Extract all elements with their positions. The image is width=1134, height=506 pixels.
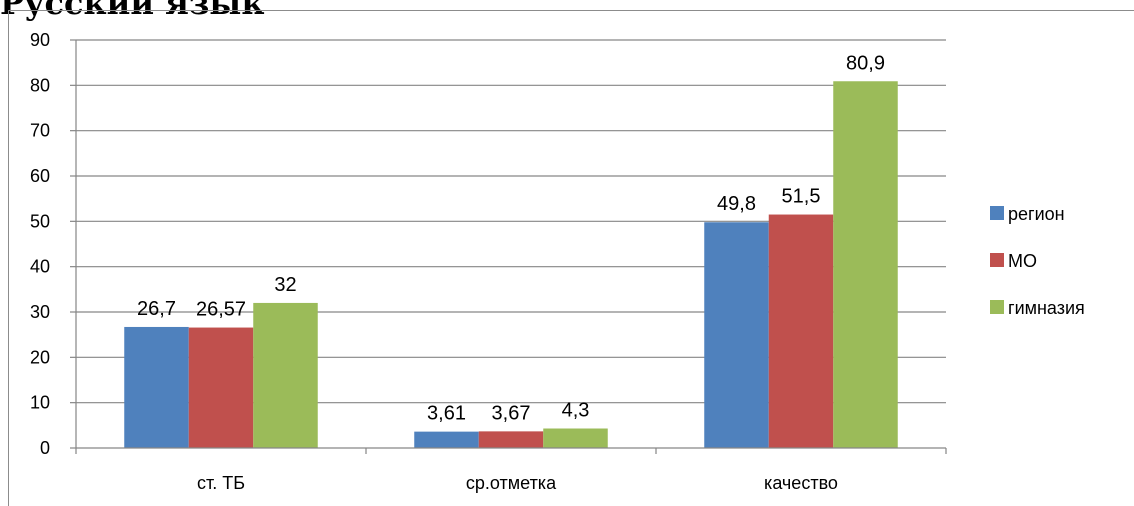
legend-swatch — [990, 206, 1004, 220]
axes: 0 10 20 30 40 50 60 70 80 90 ст. ТБ ср.отметка качес… — [30, 30, 947, 493]
bar — [543, 428, 608, 448]
y-tick-label: 70 — [30, 121, 50, 141]
data-label: 26,7 — [137, 298, 176, 320]
y-tick-label: 0 — [40, 438, 50, 458]
bar — [704, 222, 769, 448]
x-tick-label: ст. ТБ — [197, 473, 245, 493]
y-tick-label: 60 — [30, 166, 50, 186]
y-tick-label: 10 — [30, 393, 50, 413]
chart-frame — [8, 10, 1134, 506]
data-label: 80,9 — [846, 52, 885, 74]
bar — [768, 214, 834, 448]
legend-swatch — [990, 253, 1004, 267]
page-title: Русский язык — [0, 0, 265, 22]
bar — [478, 431, 544, 448]
y-tick-label: 90 — [30, 30, 50, 50]
legend-label: гимназия — [1008, 298, 1085, 318]
bar — [188, 327, 254, 448]
data-label: 3,61 — [427, 403, 466, 425]
data-label: 26,57 — [196, 299, 246, 321]
bar — [124, 326, 189, 448]
bar — [833, 81, 898, 449]
x-tick-label: ср.отметка — [466, 473, 557, 493]
y-tick-label: 80 — [30, 75, 50, 95]
data-label: 49,8 — [717, 193, 756, 215]
bar — [414, 431, 479, 448]
x-tick-label: качество — [764, 473, 838, 493]
data-labels: 26,7 26,57 32 3,61 3,67 4,3 49,8 51,5 80,9 — [137, 52, 885, 424]
data-label: 32 — [274, 274, 296, 296]
y-tick-label: 40 — [30, 257, 50, 277]
legend-swatch — [990, 300, 1004, 314]
legend-label: МО — [1008, 251, 1037, 271]
data-label: 51,5 — [782, 186, 821, 208]
legend: регион МО гимназия — [990, 204, 1085, 318]
y-tick-label: 20 — [30, 347, 50, 367]
data-label: 3,67 — [492, 402, 531, 424]
legend-label: регион — [1008, 204, 1065, 224]
y-tick-label: 50 — [30, 211, 50, 231]
y-tick-label: 30 — [30, 302, 50, 322]
data-label: 4,3 — [562, 400, 590, 422]
bars — [124, 81, 898, 449]
bar — [253, 302, 318, 448]
